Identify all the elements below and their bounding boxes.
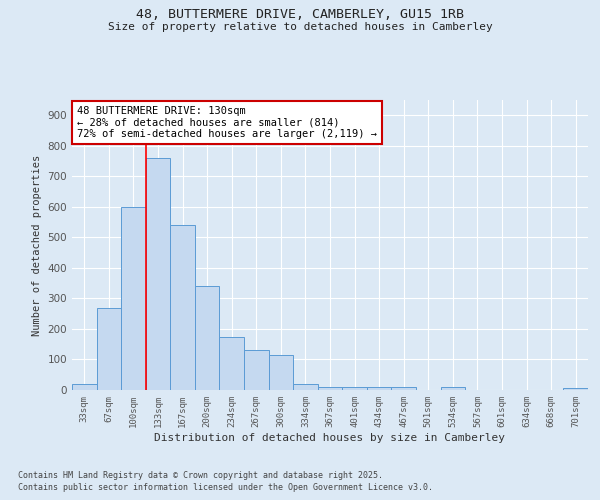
Bar	[318, 387, 342, 390]
Bar	[72, 384, 97, 390]
Bar	[293, 384, 318, 390]
Text: Contains HM Land Registry data © Crown copyright and database right 2025.: Contains HM Land Registry data © Crown c…	[18, 471, 383, 480]
Text: 48, BUTTERMERE DRIVE, CAMBERLEY, GU15 1RB: 48, BUTTERMERE DRIVE, CAMBERLEY, GU15 1R…	[136, 8, 464, 20]
Bar	[269, 355, 293, 390]
Bar	[563, 388, 588, 390]
Bar	[367, 387, 391, 390]
Bar	[440, 387, 465, 390]
Y-axis label: Number of detached properties: Number of detached properties	[32, 154, 42, 336]
Bar	[97, 308, 121, 390]
Bar	[220, 336, 244, 390]
Bar	[195, 286, 220, 390]
Bar	[121, 207, 146, 390]
Bar	[342, 387, 367, 390]
Bar	[170, 225, 195, 390]
Bar	[391, 387, 416, 390]
Text: Size of property relative to detached houses in Camberley: Size of property relative to detached ho…	[107, 22, 493, 32]
Text: Contains public sector information licensed under the Open Government Licence v3: Contains public sector information licen…	[18, 484, 433, 492]
Bar	[244, 350, 269, 390]
Bar	[146, 158, 170, 390]
Text: 48 BUTTERMERE DRIVE: 130sqm
← 28% of detached houses are smaller (814)
72% of se: 48 BUTTERMERE DRIVE: 130sqm ← 28% of det…	[77, 106, 377, 139]
X-axis label: Distribution of detached houses by size in Camberley: Distribution of detached houses by size …	[155, 432, 505, 442]
